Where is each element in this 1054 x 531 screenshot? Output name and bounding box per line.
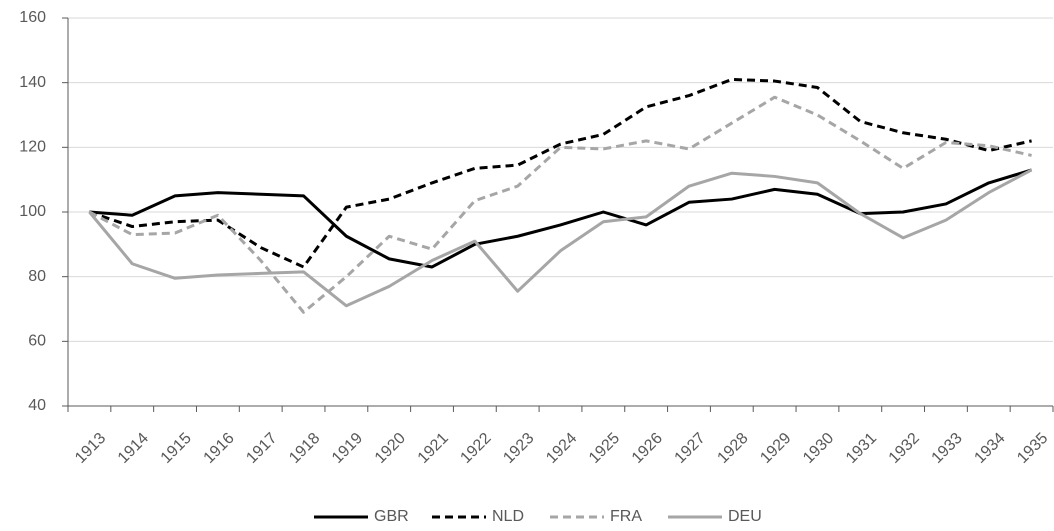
y-tick-label: 140 — [19, 74, 46, 91]
x-tick-label: 1919 — [329, 430, 366, 467]
x-tick-label: 1916 — [201, 430, 238, 467]
y-tick-label: 160 — [19, 9, 46, 26]
y-tick-label: 80 — [28, 268, 46, 285]
x-tick-label: 1921 — [415, 430, 452, 467]
legend-label: FRA — [610, 508, 642, 525]
x-tick-label: 1929 — [757, 430, 794, 467]
legend-label: NLD — [492, 508, 524, 525]
legend-label: GBR — [374, 508, 409, 525]
x-tick-label: 1914 — [115, 430, 152, 467]
x-tick-label: 1932 — [886, 430, 923, 467]
x-tick-label: 1926 — [629, 430, 666, 467]
y-tick-label: 120 — [19, 139, 46, 156]
y-tick-label: 60 — [28, 333, 46, 350]
series-line — [88, 95, 1032, 314]
series-line — [88, 168, 1033, 308]
x-tick-label: 1920 — [372, 430, 409, 467]
series-line — [88, 77, 1032, 269]
x-tick-label: 1915 — [158, 430, 195, 467]
x-tick-label: 1913 — [72, 430, 109, 467]
y-tick-label: 100 — [19, 203, 46, 220]
x-tick-label: 1928 — [714, 430, 751, 467]
x-tick-label: 1927 — [672, 430, 709, 467]
x-tick-label: 1934 — [971, 430, 1008, 467]
x-tick-label: 1935 — [1014, 430, 1051, 467]
series-line — [89, 168, 1033, 269]
legend-label: DEU — [728, 508, 762, 525]
x-tick-label: 1917 — [243, 430, 280, 467]
x-tick-label: 1922 — [457, 430, 494, 467]
x-tick-label: 1923 — [500, 430, 537, 467]
x-tick-label: 1933 — [929, 430, 966, 467]
x-tick-label: 1930 — [800, 430, 837, 467]
x-tick-label: 1924 — [543, 430, 580, 467]
x-tick-label: 1925 — [586, 430, 623, 467]
x-tick-label: 1931 — [843, 430, 880, 467]
y-tick-label: 40 — [28, 397, 46, 414]
x-tick-label: 1918 — [286, 430, 323, 467]
